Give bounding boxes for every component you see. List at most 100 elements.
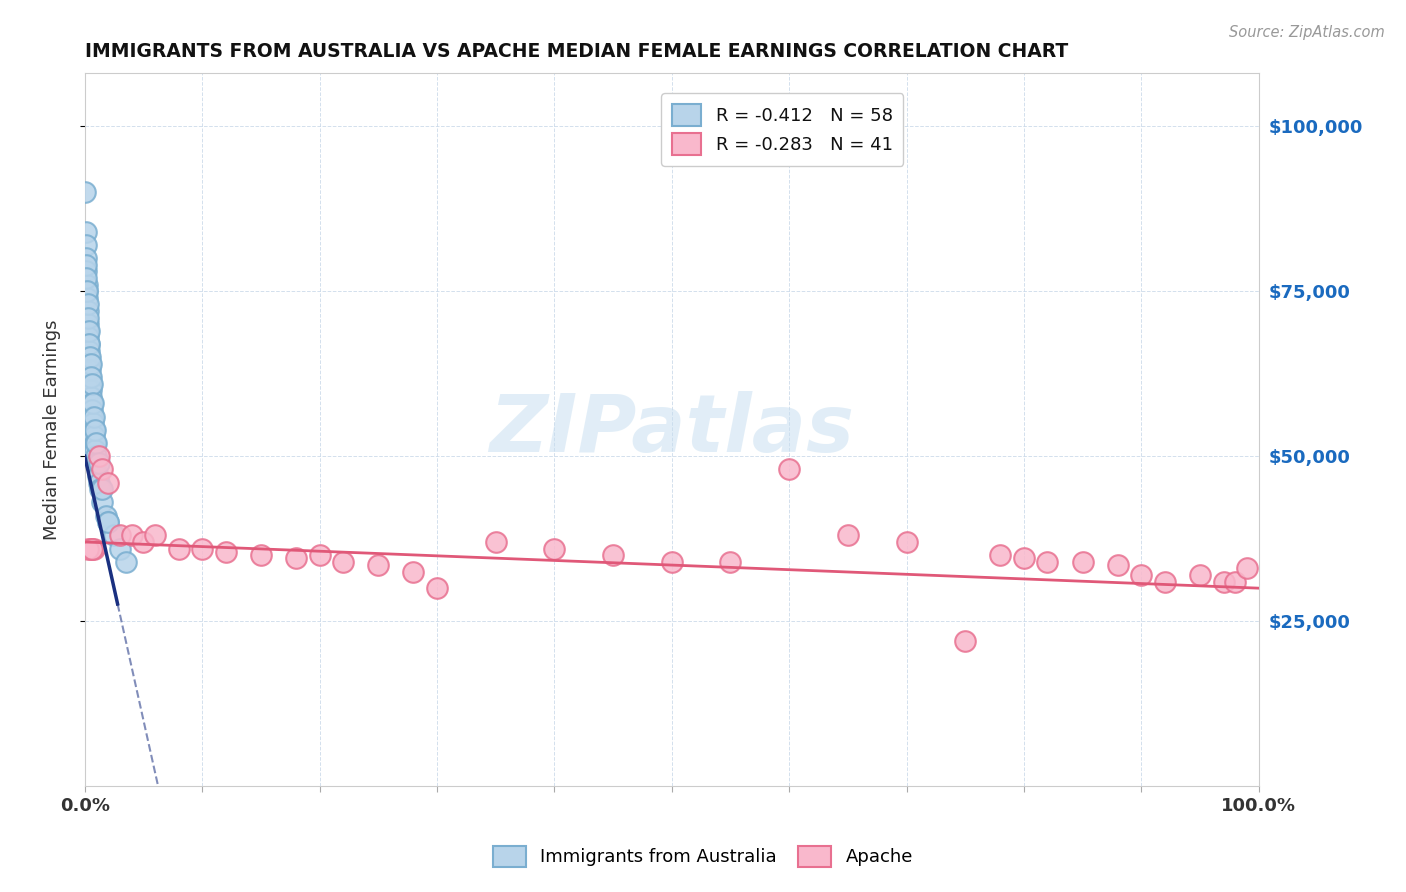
Point [77,330,100,344]
Point [75,185,97,199]
Point [167,541,190,556]
Point [87,456,110,470]
Point [1225,574,1247,589]
Point [77,324,100,338]
Point [97,475,120,490]
Point [103,528,125,542]
Text: IMMIGRANTS FROM AUSTRALIA VS APACHE MEDIAN FEMALE EARNINGS CORRELATION CHART: IMMIGRANTS FROM AUSTRALIA VS APACHE MEDI… [84,42,1069,61]
Point [83,423,105,437]
Point [402,565,425,579]
Point [79,357,101,371]
Point [896,535,918,549]
Point [80,383,103,397]
Point [86,436,108,450]
Point [76,277,98,292]
Point [121,528,143,542]
Point [108,528,131,542]
Point [79,363,101,377]
Point [91,482,114,496]
Point [214,545,236,559]
Point [82,409,104,424]
Point [80,541,103,556]
Point [76,284,98,298]
Point [91,495,114,509]
Point [1071,555,1094,569]
Point [84,449,107,463]
Point [990,548,1012,562]
Point [79,337,101,351]
Point [1189,568,1212,582]
Point [543,541,565,556]
Point [80,396,103,410]
Text: ZIPatlas: ZIPatlas [489,391,855,469]
Point [77,310,100,325]
Point [75,258,97,272]
Point [89,482,111,496]
Legend: Immigrants from Australia, Apache: Immigrants from Australia, Apache [486,838,920,874]
Point [1130,568,1153,582]
Point [75,225,97,239]
Point [83,436,105,450]
Point [76,264,98,278]
Point [80,376,103,391]
Point [97,515,120,529]
Point [75,251,97,265]
Point [84,423,107,437]
Point [94,508,117,523]
Point [778,462,800,476]
Point [75,238,97,252]
Point [367,558,389,572]
Point [86,456,108,470]
Point [955,634,977,648]
Point [77,541,100,556]
Y-axis label: Median Female Earnings: Median Female Earnings [44,319,60,540]
Point [77,343,100,358]
Point [602,548,624,562]
Point [82,396,104,410]
Point [79,350,101,364]
Point [76,297,98,311]
Point [80,403,103,417]
Text: Source: ZipAtlas.com: Source: ZipAtlas.com [1229,25,1385,40]
Point [76,291,98,305]
Point [720,555,742,569]
Point [114,555,136,569]
Point [87,449,110,463]
Point [1236,561,1258,575]
Point [1153,574,1175,589]
Point [83,409,105,424]
Point [76,271,98,285]
Point [79,370,101,384]
Point [77,324,100,338]
Legend: R = -0.412   N = 58, R = -0.283   N = 41: R = -0.412 N = 58, R = -0.283 N = 41 [661,93,904,166]
Point [308,548,330,562]
Point [82,416,104,430]
Point [285,551,308,566]
Point [837,528,859,542]
Point [83,541,105,556]
Point [108,541,131,556]
Point [91,462,114,476]
Point [79,350,101,364]
Point [83,429,105,443]
Point [332,555,354,569]
Point [76,304,98,318]
Point [1036,555,1059,569]
Point [84,442,107,457]
Point [80,370,103,384]
Point [143,528,166,542]
Point [80,390,103,404]
Point [76,284,98,298]
Point [661,555,683,569]
Point [1107,558,1129,572]
Point [426,581,449,595]
Point [132,535,155,549]
Point [87,475,110,490]
Point [79,376,101,391]
Point [77,337,100,351]
Point [191,541,214,556]
Point [1012,551,1035,566]
Point [79,357,101,371]
Point [79,541,101,556]
Point [77,317,100,331]
